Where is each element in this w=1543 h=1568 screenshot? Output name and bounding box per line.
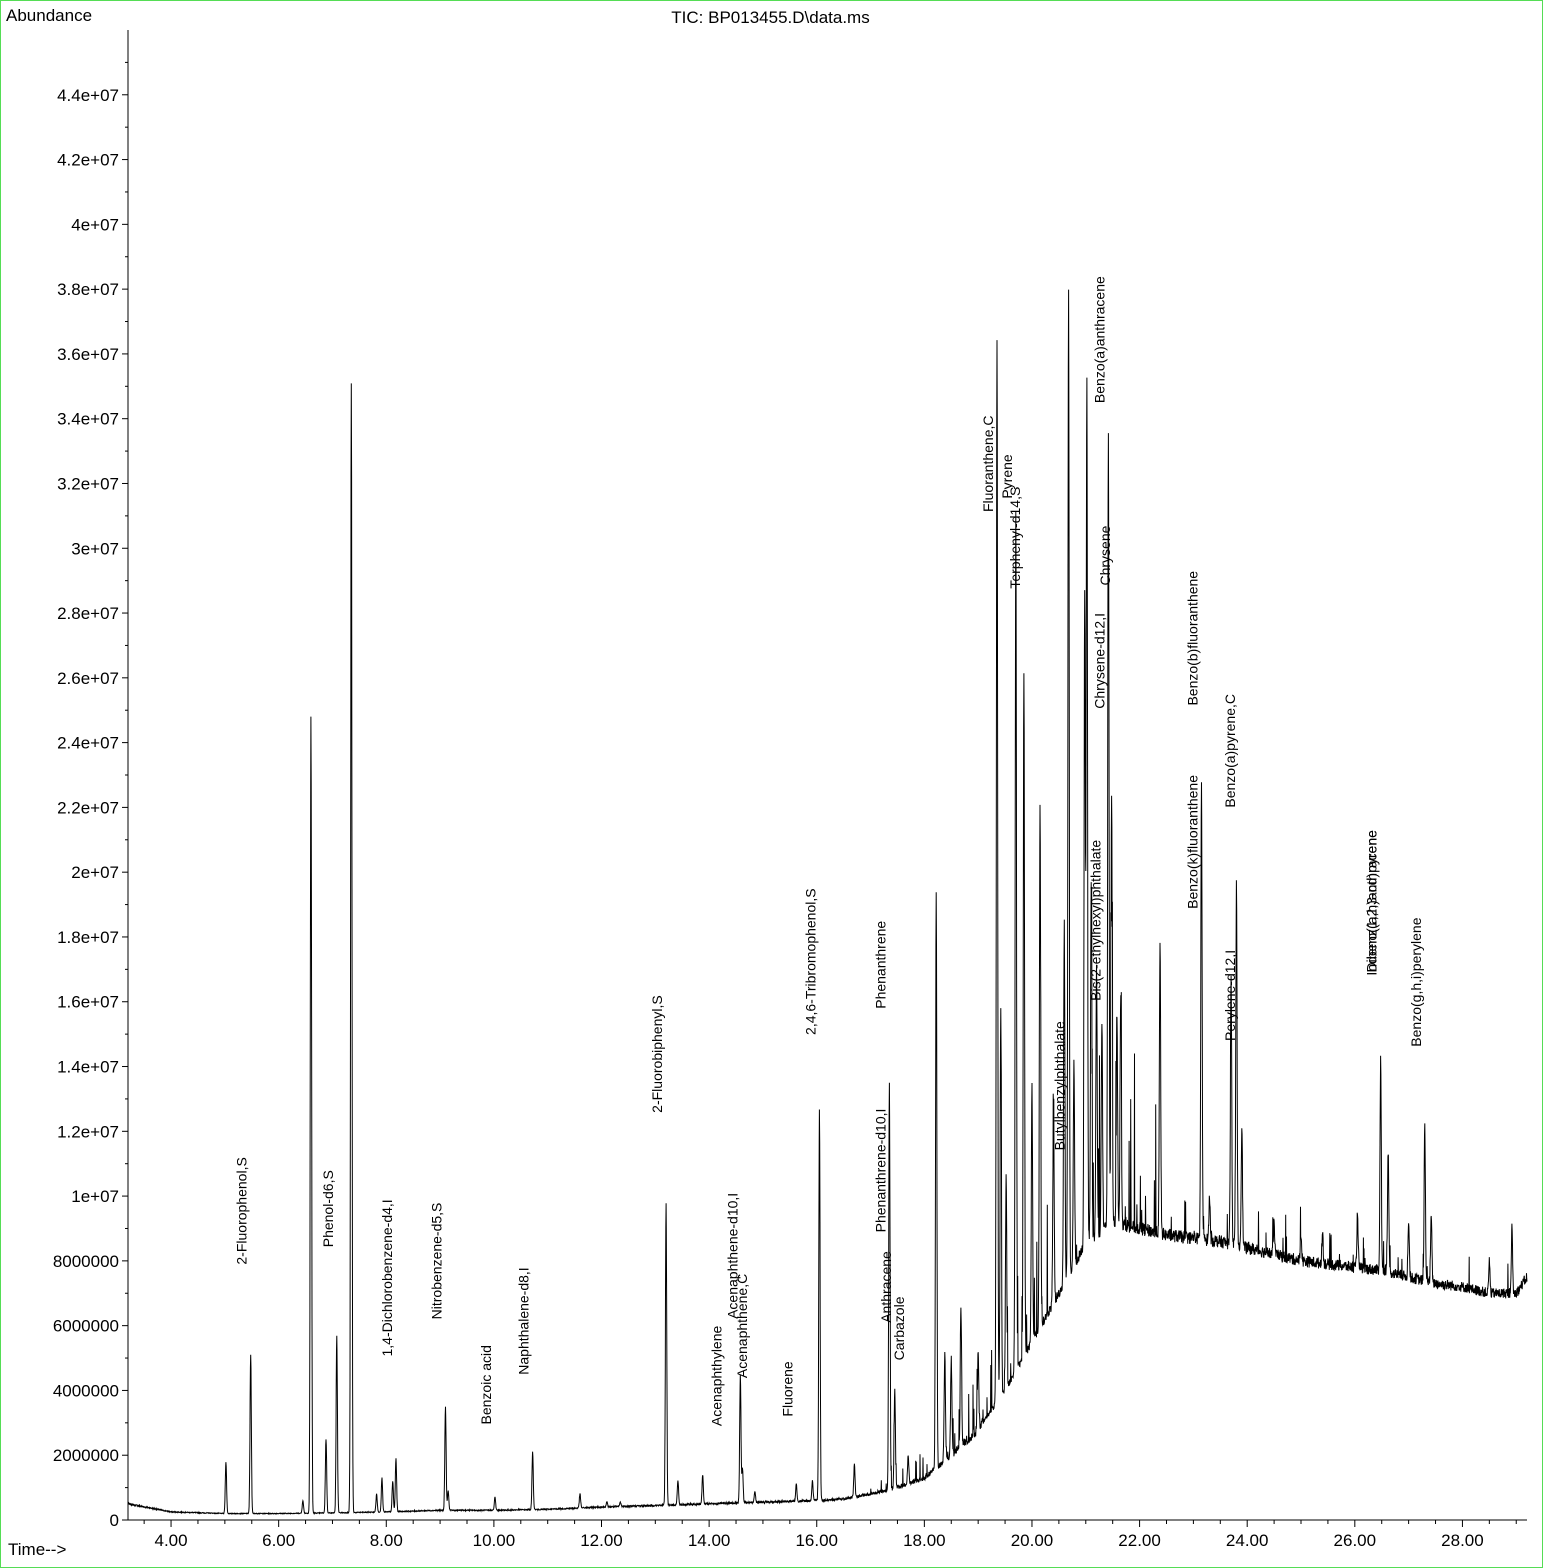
y-tick-label: 3e+07	[71, 539, 119, 558]
peak-label: Fluoranthene,C	[980, 416, 996, 513]
peak-label: Benzoic acid	[478, 1345, 494, 1424]
peak-label: Benzo(a)pyrene,C	[1222, 694, 1238, 808]
y-tick-label: 1.8e+07	[57, 928, 119, 947]
x-tick-label: 24.00	[1226, 1531, 1269, 1550]
x-tick-label: 8.00	[370, 1531, 403, 1550]
x-tick-label: 16.00	[795, 1531, 838, 1550]
peak-label: 2,4,6-Tribromophenol,S	[802, 888, 818, 1035]
peak-label: Pyrene	[999, 454, 1015, 499]
peak-label: 2-Fluorobiphenyl,S	[649, 995, 665, 1113]
tic-trace	[127, 289, 1528, 1516]
x-tick-label: 22.00	[1118, 1531, 1161, 1550]
peak-label: Phenanthrene-d10,I	[872, 1109, 888, 1233]
peak-label: Benzo(b)fluoranthene	[1185, 571, 1201, 706]
y-tick-label: 4e+07	[71, 215, 119, 234]
x-tick-label: 14.00	[688, 1531, 731, 1550]
x-tick-label: 26.00	[1334, 1531, 1377, 1550]
peak-label: Fluorene	[779, 1361, 795, 1416]
peak-label: Indeno(1,2,3-cd)pyrene	[1364, 830, 1380, 976]
x-tick-label: 6.00	[262, 1531, 295, 1550]
peak-annotations: 2-Fluorophenol,S Phenol-d6,S 1,4-Dichlorob…	[234, 276, 1424, 1426]
y-tick-label: 4000000	[53, 1381, 119, 1400]
peak-label: Benzo(k)fluoranthene	[1185, 775, 1201, 909]
peak-label: Chrysene-d12,I	[1091, 613, 1107, 709]
y-tick-label: 2e+07	[71, 863, 119, 882]
peak-label: Perylene-d12,I	[1222, 950, 1238, 1041]
y-axis-label: Abundance	[6, 6, 93, 25]
peak-label: Carbazole	[891, 1296, 907, 1360]
x-tick-label: 18.00	[903, 1531, 946, 1550]
y-tick-label: 1.2e+07	[57, 1122, 119, 1141]
y-tick-label: 4.2e+07	[57, 151, 119, 170]
y-tick-label: 1e+07	[71, 1187, 119, 1206]
y-tick-label: 8000000	[53, 1252, 119, 1271]
y-tick-label: 1.6e+07	[57, 993, 119, 1012]
y-tick-label: 3.6e+07	[57, 345, 119, 364]
peak-label: Acenaphthene-d10,I	[724, 1193, 740, 1319]
x-axis-label: Time-->	[8, 1540, 67, 1559]
peak-label: Phenanthrene	[872, 921, 888, 1009]
y-tick-label: 2.6e+07	[57, 669, 119, 688]
peak-label: Nitrobenzene-d5,S	[429, 1203, 445, 1320]
peak-label: Phenol-d6,S	[320, 1170, 336, 1247]
y-tick-label: 2.2e+07	[57, 798, 119, 817]
y-tick-label: 1.4e+07	[57, 1058, 119, 1077]
peak-label: Chrysene	[1097, 525, 1113, 585]
peak-label: 2-Fluorophenol,S	[234, 1157, 250, 1264]
y-tick-label: 2.8e+07	[57, 604, 119, 623]
y-tick-label: 2.4e+07	[57, 734, 119, 753]
peak-label: Benzo(g,h,i)perylene	[1408, 917, 1424, 1046]
x-tick-label: 28.00	[1441, 1531, 1484, 1550]
peak-label: Terphenyl-d14,S	[1007, 487, 1023, 589]
peak-label: Dibenz(a,h)anthracene	[1364, 830, 1380, 973]
peak-label: Benzo(a)anthracene	[1091, 276, 1107, 403]
y-tick-label: 0	[110, 1511, 119, 1530]
y-tick-label: 6000000	[53, 1317, 119, 1336]
y-tick-label: 3.2e+07	[57, 474, 119, 493]
axes: 0 2000000 4000000 6000000 8000000 1e+07 1.2e+0…	[53, 30, 1527, 1550]
y-tick-label: 2000000	[53, 1446, 119, 1465]
y-tick-label: 3.8e+07	[57, 280, 119, 299]
peak-label: Bis(2-ethylhexyl)phthalate	[1088, 840, 1104, 1001]
chart-title: TIC: BP013455.D\data.ms	[671, 8, 870, 27]
x-tick-label: 4.00	[154, 1531, 187, 1550]
peak-label: Acenaphthylene	[708, 1325, 724, 1426]
x-tick-label: 10.00	[473, 1531, 516, 1550]
y-tick-label: 3.4e+07	[57, 410, 119, 429]
peak-label: Acenaphthene,C	[734, 1274, 750, 1378]
y-tick-label: 4.4e+07	[57, 86, 119, 105]
peak-label: Naphthalene-d8,I	[516, 1267, 532, 1374]
x-tick-label: 20.00	[1011, 1531, 1054, 1550]
peak-label: 1,4-Dichlorobenzene-d4,I	[379, 1199, 395, 1356]
x-tick-label: 12.00	[580, 1531, 623, 1550]
